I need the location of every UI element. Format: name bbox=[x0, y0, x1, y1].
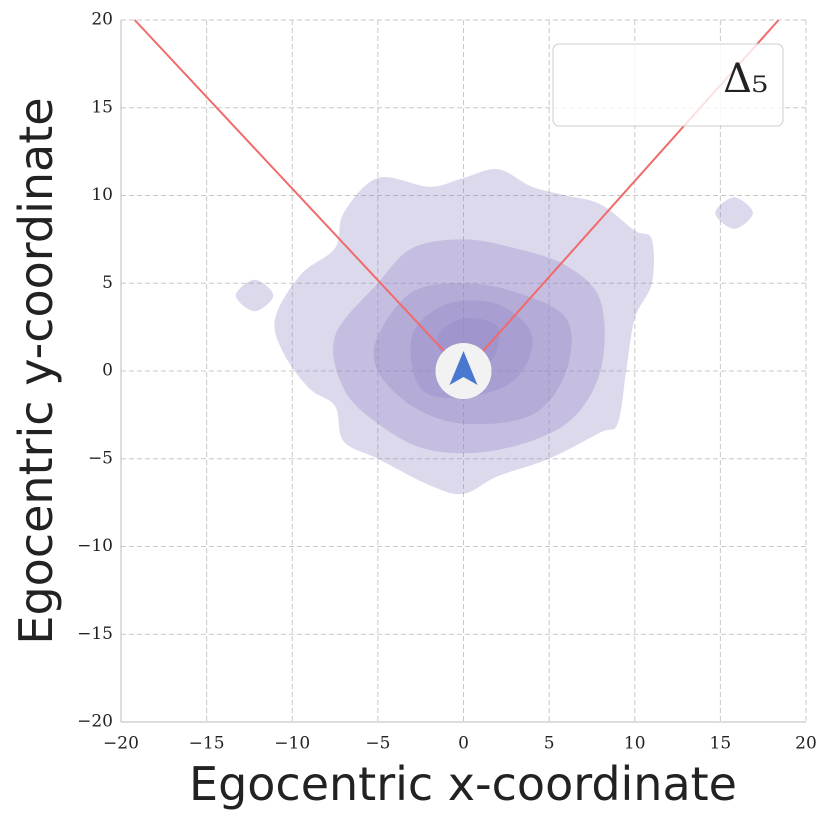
y-axis-label: Egocentric y-coordinate bbox=[9, 97, 63, 644]
x-tick-label: 10 bbox=[624, 734, 646, 754]
x-tick-label: −15 bbox=[189, 734, 225, 754]
x-tick-label: −5 bbox=[365, 734, 390, 754]
y-tick-label: 10 bbox=[91, 185, 113, 205]
legend-label: Δ₅ bbox=[723, 56, 768, 102]
x-tick-label: −10 bbox=[274, 734, 310, 754]
density-contour bbox=[235, 279, 274, 312]
x-tick-label: −20 bbox=[103, 734, 139, 754]
y-tick-label: −10 bbox=[77, 536, 113, 556]
fov-line bbox=[133, 19, 446, 353]
agent-arrow bbox=[449, 351, 478, 385]
density-contour bbox=[715, 197, 753, 229]
y-tick-label: −15 bbox=[77, 624, 113, 644]
x-tick-label: 0 bbox=[458, 734, 469, 754]
legend-box bbox=[552, 43, 784, 127]
x-tick-label: 20 bbox=[795, 734, 817, 754]
x-tick-label: 5 bbox=[544, 734, 555, 754]
x-tick-label: 15 bbox=[710, 734, 732, 754]
y-tick-label: 5 bbox=[102, 273, 113, 293]
y-tick-label: 0 bbox=[102, 361, 113, 381]
y-tick-label: 15 bbox=[91, 97, 113, 117]
density-contour bbox=[274, 168, 655, 495]
y-tick-label: 20 bbox=[91, 10, 113, 30]
y-tick-label: −5 bbox=[88, 448, 113, 468]
y-tick-label: −20 bbox=[77, 712, 113, 732]
x-axis-label: Egocentric x-coordinate bbox=[189, 757, 737, 811]
